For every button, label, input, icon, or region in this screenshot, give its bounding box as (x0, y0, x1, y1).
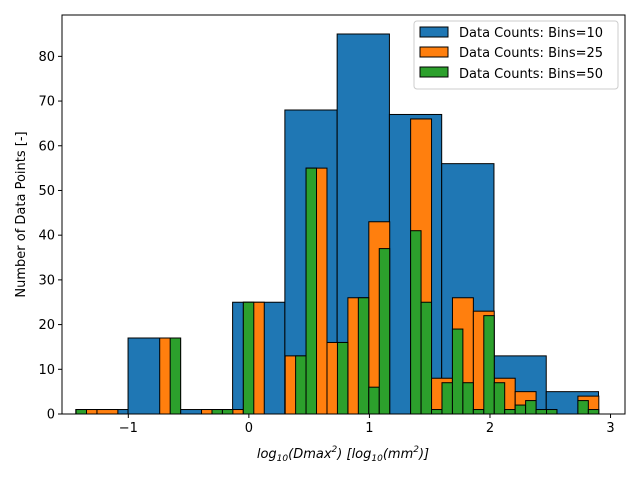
bar (410, 230, 422, 415)
y-tick-label: 80 (38, 50, 55, 65)
bar (336, 341, 349, 415)
bar (535, 409, 548, 415)
bar (378, 248, 391, 415)
legend-swatch-bins-50 (419, 66, 449, 78)
x-tick-label: 2 (486, 421, 494, 436)
bar (420, 301, 433, 415)
bar (357, 297, 370, 415)
bar (295, 355, 307, 415)
bar (546, 409, 558, 415)
bar (451, 328, 464, 415)
legend-swatch-bins-25 (419, 46, 449, 58)
bar (462, 382, 474, 415)
legend-frame (413, 20, 619, 90)
bar (483, 315, 495, 415)
plot-area-frame (61, 14, 626, 415)
y-tick-label: 20 (38, 318, 55, 333)
y-tick-label: 60 (38, 139, 55, 154)
y-tick-label: 0 (47, 408, 55, 423)
legend-label-bins-10: Data Counts: Bins=10 (459, 26, 603, 41)
x-tick-label: 1 (365, 421, 373, 436)
legend-swatch-bins-10 (419, 26, 449, 38)
y-tick-label: 50 (38, 184, 55, 199)
bar (75, 409, 88, 415)
bar (169, 337, 182, 415)
x-tick-label: 3 (606, 421, 614, 436)
x-axis-label: log10(Dmax2) [log10(mm2)] (257, 445, 429, 464)
bar (472, 409, 485, 415)
bar (504, 409, 516, 415)
bar (431, 409, 443, 415)
x-tick-label: −1 (119, 421, 138, 436)
y-axis-label: Number of Data Points [-] (14, 131, 29, 297)
y-axis: 0 10 20 30 40 50 60 70 80 (38, 50, 62, 423)
bar (242, 301, 255, 415)
y-tick-label: 30 (38, 273, 55, 288)
bar (525, 400, 537, 415)
x-axis: −1 0 1 2 3 (119, 414, 615, 436)
y-tick-label: 70 (38, 95, 55, 110)
y-tick-label: 40 (38, 229, 55, 244)
bar (211, 409, 223, 415)
bar (493, 382, 506, 415)
bar (221, 409, 234, 415)
bar (96, 409, 119, 415)
bars-layer (75, 33, 600, 415)
series-3-bars (75, 167, 600, 415)
legend-label-bins-50: Data Counts: Bins=50 (459, 67, 603, 82)
bar (305, 167, 318, 415)
legend: Data Counts: Bins=10 Data Counts: Bins=2… (413, 20, 619, 90)
x-tick-label: 0 (245, 421, 253, 436)
bar (577, 400, 589, 415)
bar (441, 382, 453, 415)
bar (514, 404, 527, 415)
y-tick-label: 10 (38, 363, 55, 378)
bar (587, 409, 600, 415)
bar (368, 386, 380, 415)
legend-label-bins-25: Data Counts: Bins=25 (459, 46, 603, 61)
